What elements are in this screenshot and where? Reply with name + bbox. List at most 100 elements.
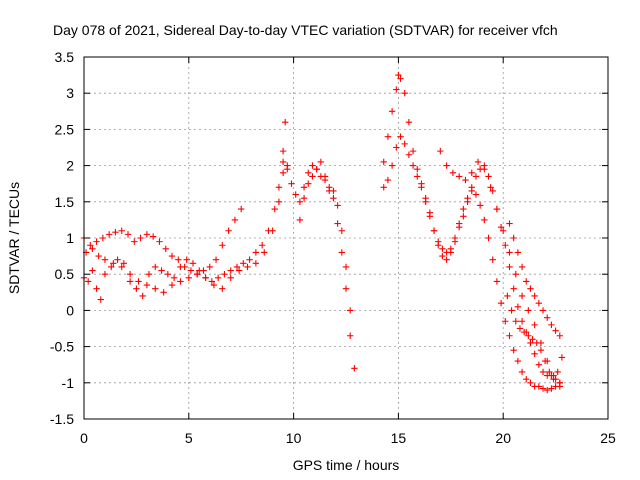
data-point: [309, 162, 316, 169]
data-point: [351, 365, 358, 372]
data-point: [143, 231, 151, 238]
data-point: [233, 263, 241, 271]
data-point: [126, 278, 134, 285]
data-point: [518, 263, 526, 271]
data-point: [418, 184, 425, 191]
data-point: [87, 242, 94, 249]
data-point: [99, 234, 107, 242]
data-point: [279, 158, 287, 166]
data-point: [93, 238, 100, 245]
data-point: [101, 256, 109, 263]
x-tick-label: 0: [80, 430, 88, 446]
data-point: [460, 213, 467, 220]
y-axis-label: SDTVAR / TECUs: [6, 182, 22, 294]
data-point: [279, 147, 287, 155]
data-point: [177, 263, 184, 271]
data-point: [485, 234, 492, 242]
data-point: [292, 191, 299, 198]
data-point: [447, 245, 454, 253]
data-point: [518, 292, 526, 300]
data-point: [443, 162, 450, 169]
data-point: [101, 271, 109, 278]
data-point: [156, 238, 163, 245]
data-point: [271, 205, 278, 213]
x-tick-label: 20: [495, 430, 511, 446]
data-point: [282, 118, 289, 126]
data-point: [397, 75, 404, 82]
data-point: [288, 180, 295, 187]
data-point: [393, 86, 400, 93]
data-point: [493, 205, 501, 213]
data-point: [525, 307, 532, 314]
data-point: [535, 299, 543, 307]
data-point: [185, 274, 192, 282]
data-point: [168, 281, 176, 289]
data-point: [506, 220, 513, 227]
data-point: [464, 194, 471, 202]
data-point: [317, 158, 325, 166]
data-point: [187, 267, 195, 274]
data-point: [529, 336, 536, 343]
data-point: [514, 303, 522, 310]
x-tick-label: 15: [391, 430, 407, 446]
data-point: [208, 278, 216, 285]
data-point: [539, 385, 547, 392]
data-point: [449, 169, 457, 177]
data-point: [227, 267, 234, 274]
data-point: [225, 227, 232, 234]
y-tick-label: -0.5: [50, 339, 74, 355]
axis-ticks: [83, 56, 609, 420]
data-point: [300, 194, 308, 202]
data-point: [487, 184, 494, 191]
data-point: [455, 173, 463, 180]
data-point: [531, 292, 538, 300]
data-point: [246, 256, 253, 263]
series-track-i: [506, 220, 563, 339]
series-track-a: [80, 205, 245, 278]
data-point: [481, 216, 488, 224]
data-point: [149, 233, 157, 240]
data-point: [523, 278, 530, 285]
data-point: [531, 321, 538, 329]
series-track-f: [380, 71, 563, 394]
data-point: [535, 383, 543, 390]
data-point: [502, 242, 509, 249]
data-point: [550, 375, 557, 383]
data-point: [472, 191, 480, 198]
data-point: [338, 249, 346, 256]
data-point: [240, 260, 247, 267]
data-point: [177, 278, 184, 285]
data-point: [531, 350, 538, 358]
data-point: [162, 245, 169, 253]
data-point: [497, 299, 505, 307]
data-point: [321, 173, 329, 180]
data-point: [120, 260, 128, 267]
y-tick-label: -1.5: [50, 411, 74, 427]
data-point: [414, 166, 421, 173]
grid: [84, 57, 608, 419]
data-point: [152, 263, 159, 271]
data-point: [523, 375, 530, 383]
data-point: [414, 173, 421, 180]
data-point: [112, 229, 119, 236]
data-point: [93, 285, 100, 292]
data-point: [401, 90, 408, 97]
data-point: [443, 256, 450, 263]
y-tick-label: 2: [66, 158, 74, 174]
y-tick-label: 2.5: [55, 121, 75, 137]
data-point: [330, 194, 337, 202]
chart-title: Day 078 of 2021, Sidereal Day-to-day VTE…: [53, 22, 558, 38]
data-point: [212, 256, 220, 263]
data-point: [89, 267, 96, 274]
data-point: [500, 227, 507, 234]
data-point: [133, 285, 140, 292]
data-point: [504, 292, 511, 300]
data-point: [548, 385, 555, 392]
data-point: [143, 281, 151, 289]
data-point: [97, 296, 104, 303]
data-point: [219, 285, 226, 292]
data-point: [131, 238, 138, 245]
data-points: [80, 71, 566, 394]
data-point: [527, 339, 534, 347]
